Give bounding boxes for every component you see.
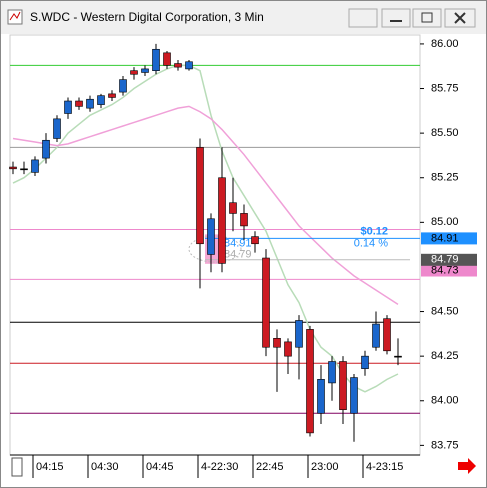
y-tick-label: 85.50 — [431, 127, 459, 139]
scroll-box[interactable] — [11, 457, 23, 477]
price-box — [421, 232, 477, 245]
y-tick-label: 86.00 — [431, 38, 459, 50]
candle-body — [306, 329, 314, 434]
candle-body — [207, 218, 215, 255]
maximize-glyph — [421, 12, 433, 23]
candle-body — [196, 147, 204, 245]
candle-body — [251, 236, 259, 245]
candle-body — [262, 257, 270, 348]
y-tick-label: 84.00 — [431, 395, 459, 407]
price-box — [421, 253, 477, 266]
x-tick-label: 04:30 — [91, 461, 119, 473]
candle-body — [97, 95, 105, 105]
scroll-arrow[interactable] — [458, 458, 476, 474]
candle-body — [295, 320, 303, 348]
x-tick-label: 22:45 — [256, 461, 284, 473]
y-tick-label: 85.75 — [431, 82, 459, 94]
close-glyph — [454, 12, 466, 24]
x-tick-label: 4-22:30 — [201, 461, 238, 473]
candle-body — [53, 118, 61, 139]
minimize-button[interactable] — [381, 8, 411, 28]
candle-body — [185, 61, 193, 70]
window-title: S.WDC - Western Digital Corporation, 3 M… — [30, 10, 264, 24]
candle-body — [108, 93, 116, 98]
change-amount: $0.12 — [360, 225, 388, 237]
x-tick-label: 23:00 — [311, 461, 339, 473]
price-box-label: 84.73 — [431, 264, 459, 276]
candle-body — [229, 202, 237, 214]
candle-body — [119, 79, 127, 93]
candle-body — [372, 323, 380, 348]
y-tick-label: 84.25 — [431, 350, 459, 362]
y-tick-label: 85.25 — [431, 172, 459, 184]
candle-body — [273, 338, 281, 348]
candle-body — [361, 355, 369, 369]
candle-body — [218, 177, 226, 264]
x-tick-label: 4-23:15 — [366, 461, 403, 473]
candle-body — [86, 98, 94, 109]
candle-body — [152, 48, 160, 71]
link-button[interactable] — [348, 8, 378, 28]
candle-body — [141, 68, 149, 73]
inline-price: 84.79 — [224, 249, 252, 261]
candle-body — [328, 361, 336, 384]
inline-price: 84.91 — [224, 237, 252, 249]
candle-body — [42, 139, 50, 159]
candle-body — [339, 361, 347, 410]
candle-body — [163, 52, 171, 66]
candle-body — [383, 318, 391, 352]
change-percent: 0.14 % — [354, 237, 388, 249]
measure-handle — [188, 235, 242, 263]
price-box-label: 84.91 — [431, 232, 459, 244]
candle-body — [350, 377, 358, 414]
x-tick-label: 04:15 — [36, 461, 64, 473]
y-tick-label: 83.75 — [431, 439, 459, 451]
maximize-button[interactable] — [412, 8, 442, 28]
y-tick-label: 85.00 — [431, 216, 459, 228]
candle-body — [64, 100, 72, 114]
candle-body — [130, 70, 138, 75]
candle-body — [75, 100, 83, 107]
x-tick-label: 04:45 — [146, 461, 174, 473]
candle-body — [284, 341, 292, 357]
candle-body — [31, 159, 39, 173]
app-icon — [7, 9, 23, 25]
candle-body — [317, 379, 325, 414]
candle-body — [20, 168, 28, 171]
candle-body — [9, 166, 17, 170]
app-icon-glyph — [9, 11, 21, 21]
y-tick-label: 84.50 — [431, 305, 459, 317]
price-box — [421, 264, 477, 277]
candle-body — [174, 63, 182, 68]
candle-body — [394, 355, 402, 358]
moving-average — [12, 64, 399, 393]
price-box-label: 84.79 — [431, 254, 459, 266]
candle-body — [240, 213, 248, 227]
